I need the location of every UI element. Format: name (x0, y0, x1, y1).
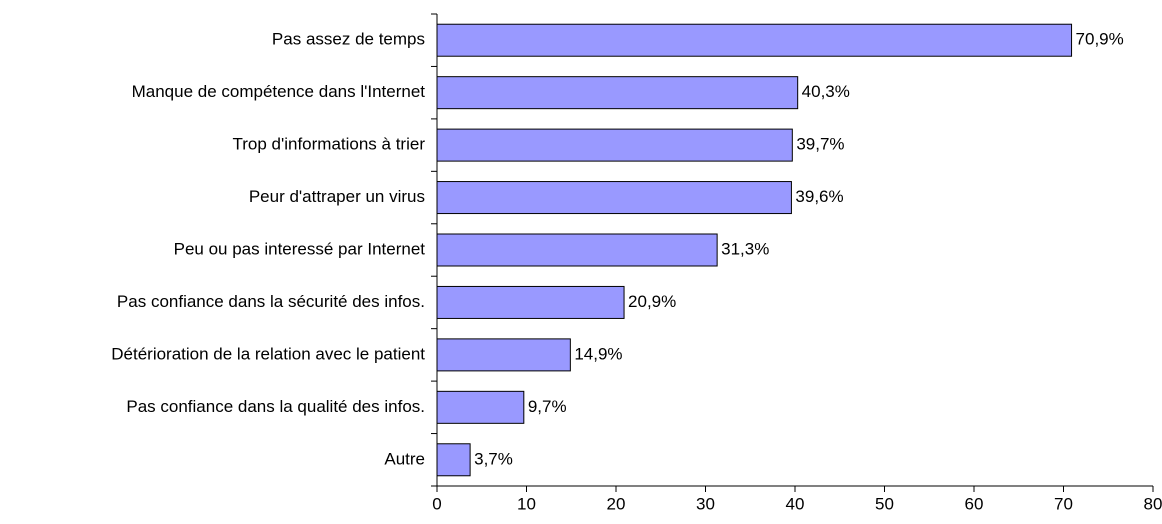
bar (436, 233, 718, 267)
y-tick-label: Trop d'informations à trier (232, 135, 425, 154)
x-tick-label: 70 (1054, 494, 1073, 513)
value-label: 70,9% (1076, 30, 1124, 49)
value-label: 14,9% (574, 344, 622, 363)
x-tick-label: 20 (607, 494, 626, 513)
bar (436, 390, 525, 424)
x-tick-label: 60 (965, 494, 984, 513)
x-tick-label: 10 (517, 494, 536, 513)
y-tick-label: Peur d'attraper un virus (249, 187, 425, 206)
y-tick-label: Pas confiance dans la sécurité des infos… (117, 292, 425, 311)
y-tick-label: Peu ou pas interessé par Internet (174, 239, 426, 258)
x-tick-label: 30 (696, 494, 715, 513)
x-tick-label: 0 (432, 494, 441, 513)
value-label: 40,3% (802, 82, 850, 101)
y-tick-label: Manque de compétence dans l'Internet (132, 82, 426, 101)
bar (436, 181, 792, 215)
value-label: 9,7% (528, 397, 567, 416)
bar (436, 128, 793, 162)
bar (436, 285, 625, 319)
bar (436, 76, 799, 110)
x-tick-label: 40 (786, 494, 805, 513)
y-tick-label: Autre (384, 449, 425, 468)
value-label: 39,6% (795, 187, 843, 206)
value-label: 39,7% (796, 135, 844, 154)
value-label: 20,9% (628, 292, 676, 311)
value-label: 3,7% (474, 449, 513, 468)
y-tick-label: Détérioration de la relation avec le pat… (111, 344, 425, 363)
value-label: 31,3% (721, 239, 769, 258)
bar (436, 23, 1073, 57)
y-tick-label: Pas assez de temps (272, 30, 425, 49)
x-tick-label: 80 (1144, 494, 1162, 513)
x-tick-label: 50 (875, 494, 894, 513)
bar (436, 443, 471, 477)
y-tick-label: Pas confiance dans la qualité des infos. (126, 397, 425, 416)
bar (436, 338, 571, 372)
